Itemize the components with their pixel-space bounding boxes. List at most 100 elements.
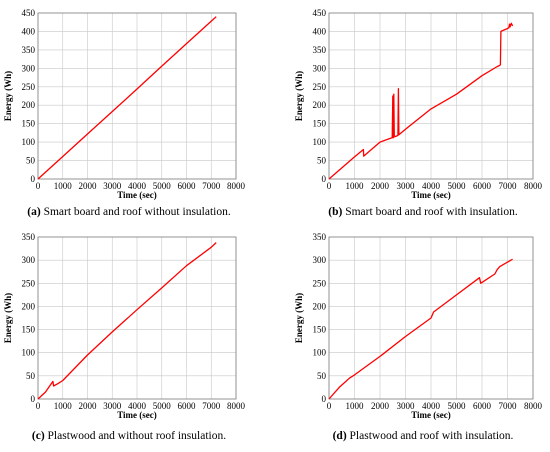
x-axis-label: Time (sec)	[117, 190, 157, 200]
x-tick-label: 5000	[153, 401, 172, 411]
y-tick-label: 300	[22, 63, 36, 73]
x-tick-label: 3000	[103, 181, 122, 191]
plot-frame	[37, 236, 237, 400]
plot-frame	[37, 12, 237, 180]
x-tick-label: 4000	[128, 181, 147, 191]
x-tick-label: 1000	[346, 181, 365, 191]
chart-c: 0 1000 2000 3000 4000 5000 6000 7000 8000 0 50 100 1…	[3, 232, 246, 442]
series-line	[37, 242, 217, 400]
y-tick-label: 150	[22, 119, 36, 129]
caption-text: Plastwood and roof with insulation.	[347, 430, 514, 442]
x-tick-label: 7000	[202, 401, 221, 411]
x-tick-label: 4000	[422, 181, 441, 191]
y-tick-label: 100	[22, 137, 36, 147]
x-tick-label: 7000	[202, 181, 221, 191]
y-tick-label: 250	[313, 278, 327, 288]
x-tick-label: 6000	[178, 401, 197, 411]
y-tick-label: 300	[313, 63, 327, 73]
x-axis-label: Time (sec)	[411, 410, 451, 420]
caption-letter: (b)	[328, 206, 342, 218]
y-tick-label: 50	[317, 371, 327, 381]
y-axis-label: Energy (Wh)	[294, 71, 304, 121]
y-tick-label: 100	[22, 348, 36, 358]
figure-caption: (a) Smart board and roof without insulat…	[27, 206, 231, 218]
x-tick-label: 3000	[397, 181, 416, 191]
x-tick-label: 8000	[227, 181, 246, 191]
caption-letter: (d)	[333, 430, 347, 442]
plot-frame	[328, 236, 534, 400]
figure-caption: (d) Plastwood and roof with insulation.	[333, 430, 514, 442]
x-tick-label: 0	[327, 181, 332, 191]
y-tick-label: 350	[313, 232, 327, 242]
y-tick-label: 450	[22, 8, 36, 18]
y-tick-label: 100	[313, 137, 327, 147]
x-tick-label: 6000	[473, 181, 492, 191]
series-line	[37, 16, 217, 180]
x-tick-label: 8000	[524, 181, 543, 191]
x-tick-label: 2000	[371, 401, 390, 411]
x-tick-label: 7000	[499, 181, 518, 191]
y-tick-label: 50	[26, 371, 36, 381]
y-tick-label: 350	[313, 45, 327, 55]
x-tick-label: 8000	[227, 401, 246, 411]
chart-a: 0 1000 2000 3000 4000 5000 6000 7000 8000 0 50 100 1…	[3, 8, 246, 218]
y-tick-label: 200	[313, 301, 327, 311]
x-tick-label: 1000	[54, 181, 73, 191]
chart-panel-a: 0 1000 2000 3000 4000 5000 6000 7000 8000 0 50 100 1…	[0, 0, 275, 224]
chart-d: 0 1000 2000 3000 4000 5000 6000 7000 8000 0 50 100 1…	[294, 232, 543, 442]
y-tick-label: 200	[22, 100, 36, 110]
y-tick-label: 150	[313, 119, 327, 129]
caption-text: Plastwood and without roof insulation.	[45, 430, 227, 442]
x-tick-label: 5000	[448, 181, 467, 191]
x-tick-label: 0	[327, 401, 332, 411]
y-tick-label: 200	[22, 301, 36, 311]
y-tick-label: 300	[22, 255, 36, 265]
y-tick-label: 100	[313, 348, 327, 358]
y-tick-label: 0	[322, 174, 327, 184]
y-tick-label: 150	[22, 325, 36, 335]
y-tick-label: 50	[26, 156, 36, 166]
caption-letter: (c)	[32, 430, 45, 442]
x-tick-label: 8000	[524, 401, 543, 411]
plot-frame	[328, 12, 534, 180]
chart-panel-d: 0 1000 2000 3000 4000 5000 6000 7000 8000 0 50 100 1…	[275, 224, 550, 447]
x-tick-label: 7000	[499, 401, 518, 411]
y-axis-label: Energy (Wh)	[3, 293, 13, 343]
y-tick-label: 350	[22, 232, 36, 242]
x-tick-label: 5000	[448, 401, 467, 411]
x-axis-label: Time (sec)	[411, 190, 451, 200]
series-line	[328, 258, 513, 400]
caption-text: Smart board and roof without insulation.	[41, 206, 231, 218]
x-tick-label: 6000	[178, 181, 197, 191]
x-axis-label: Time (sec)	[117, 410, 157, 420]
y-axis-label: Energy (Wh)	[3, 71, 13, 121]
x-tick-label: 1000	[346, 401, 365, 411]
figure-caption: (c) Plastwood and without roof insulatio…	[32, 430, 226, 442]
y-tick-label: 50	[317, 156, 327, 166]
x-tick-label: 2000	[371, 181, 390, 191]
y-tick-label: 350	[22, 45, 36, 55]
x-tick-label: 0	[36, 181, 41, 191]
caption-letter: (a)	[27, 206, 41, 218]
x-tick-label: 2000	[79, 181, 98, 191]
chart-b: 0 1000 2000 3000 4000 5000 6000 7000 8000 0 50 100 1…	[294, 8, 543, 218]
y-tick-label: 0	[31, 174, 36, 184]
y-tick-label: 400	[313, 26, 327, 36]
figure-caption: (b) Smart board and roof with insulation…	[328, 206, 518, 218]
caption-text: Smart board and roof with insulation.	[342, 206, 517, 218]
chart-panel-b: 0 1000 2000 3000 4000 5000 6000 7000 8000 0 50 100 1…	[275, 0, 550, 224]
y-tick-label: 250	[313, 82, 327, 92]
x-tick-label: 0	[36, 401, 41, 411]
y-tick-label: 0	[31, 394, 36, 404]
series-line	[328, 22, 514, 180]
chart-panel-c: 0 1000 2000 3000 4000 5000 6000 7000 8000 0 50 100 1…	[0, 224, 275, 447]
x-tick-label: 3000	[103, 401, 122, 411]
y-tick-label: 200	[313, 100, 327, 110]
y-tick-label: 0	[322, 394, 327, 404]
x-tick-label: 4000	[128, 401, 147, 411]
x-tick-label: 3000	[397, 401, 416, 411]
y-tick-label: 150	[313, 325, 327, 335]
x-tick-label: 1000	[54, 401, 73, 411]
y-tick-label: 250	[22, 82, 36, 92]
x-tick-label: 4000	[422, 401, 441, 411]
